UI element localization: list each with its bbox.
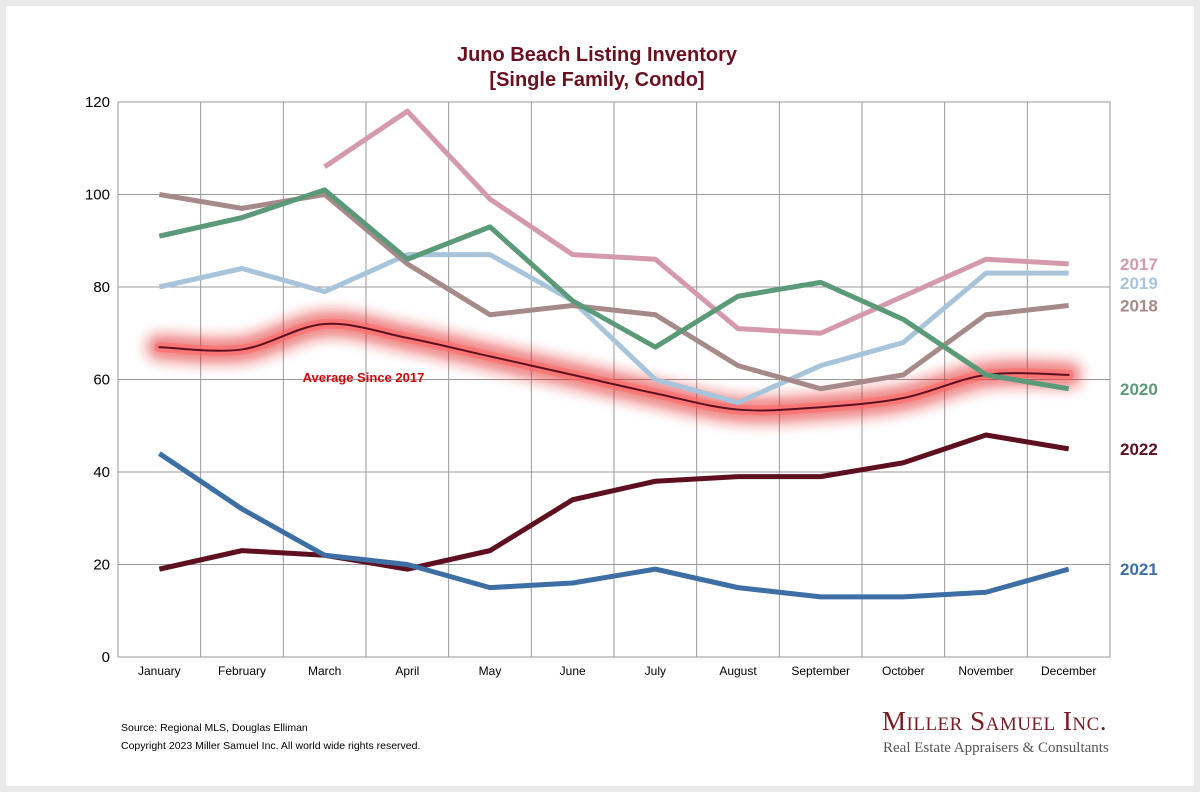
y-tick-label: 60: [93, 372, 110, 389]
series-lines: [157, 108, 1070, 600]
y-tick-label: 40: [93, 464, 110, 481]
y-tick-label: 20: [93, 557, 110, 574]
copyright-note: Copyright 2023 Miller Samuel Inc. All wo…: [121, 740, 421, 752]
x-tick-label: January: [138, 664, 181, 678]
average-line: [158, 322, 1070, 412]
series-label-2021: 2021: [1120, 560, 1158, 579]
y-tick-label: 0: [102, 649, 110, 666]
y-tick-label: 120: [85, 94, 110, 111]
series-label-2018: 2018: [1120, 297, 1158, 316]
y-tick-label: 100: [85, 187, 110, 204]
y-tick-label: 80: [93, 279, 110, 296]
x-tick-label: September: [791, 664, 850, 678]
series-line-2020: [158, 187, 1070, 392]
chart-title-line-1: Juno Beach Listing Inventory: [457, 44, 738, 66]
x-tick-label: August: [719, 664, 757, 678]
x-tick-label: March: [308, 664, 341, 678]
x-tick-label: February: [218, 664, 266, 678]
x-tick-label: December: [1041, 664, 1096, 678]
series-line-2022: [158, 432, 1070, 572]
chart-title-line-2: [Single Family, Condo]: [489, 69, 704, 91]
company-logo-tagline: Real Estate Appraisers & Consultants: [883, 740, 1109, 756]
line-chart: Juno Beach Listing Inventory [Single Fam…: [85, 44, 1158, 678]
x-tick-label: April: [395, 664, 419, 678]
x-axis: January February March April May June July Augu…: [138, 664, 1096, 678]
y-axis: 0 20 40 60 80 100 120: [85, 94, 110, 666]
company-logo-name: Miller Samuel Inc.: [882, 706, 1108, 736]
average-label: Average Since 2017: [303, 370, 425, 385]
series-line-2017: [323, 108, 1069, 336]
average-series: Average Since 2017: [146, 310, 1082, 424]
series-label-2022: 2022: [1120, 440, 1158, 459]
chart-card: Juno Beach Listing Inventory [Single Fam…: [6, 6, 1194, 786]
series-label-2020: 2020: [1120, 380, 1158, 399]
x-tick-label: May: [479, 664, 502, 678]
x-tick-label: November: [958, 664, 1013, 678]
source-note: Source: Regional MLS, Douglas Elliman: [121, 722, 308, 734]
series-label-2017: 2017: [1120, 255, 1158, 274]
series-line-2021: [157, 451, 1070, 600]
series-label-2019: 2019: [1120, 274, 1158, 293]
x-tick-label: June: [560, 664, 586, 678]
x-tick-label: July: [645, 664, 666, 678]
x-tick-label: October: [882, 664, 925, 678]
